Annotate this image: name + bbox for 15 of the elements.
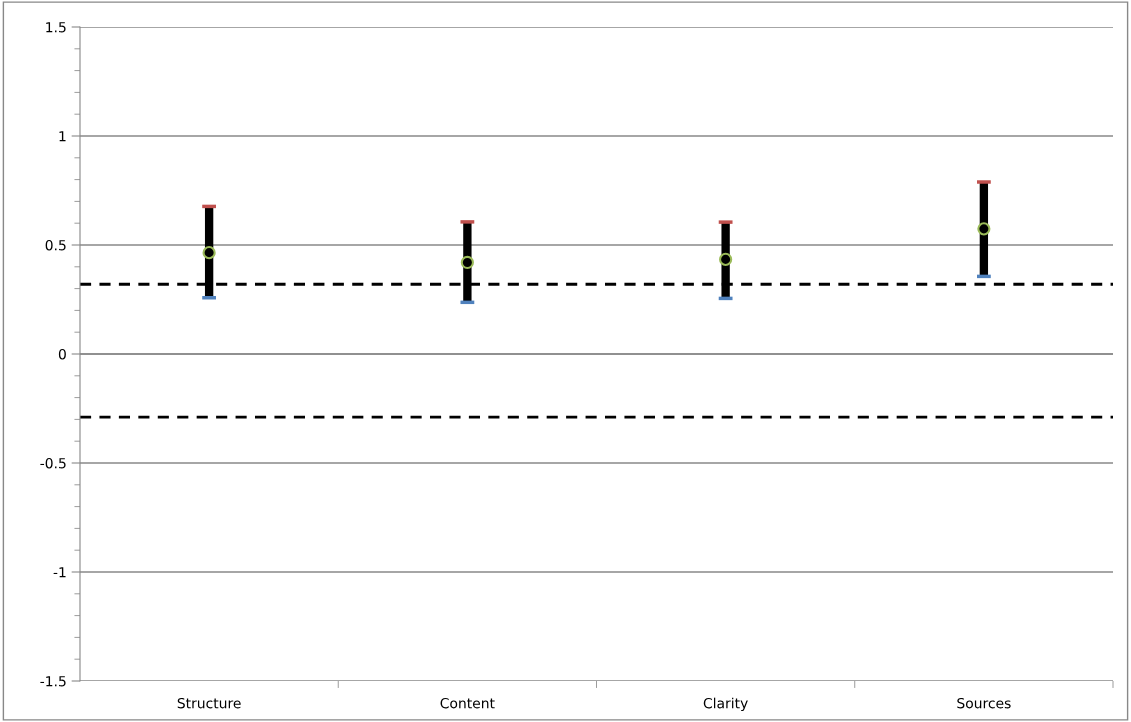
y-tick-label: -1.5 [40,676,66,687]
x-tick-label: Content [440,697,495,709]
x-tick-label: Clarity [703,697,748,712]
y-tick-label: 1 [59,131,66,142]
y-tick-label: 0.5 [45,239,66,251]
point [202,246,216,260]
x-tick-label: Structure [177,697,241,709]
y-tick-label: -0.5 [40,457,66,469]
y-tick-label: 1.5 [46,22,66,33]
point [977,222,991,236]
y-tick-label: 0 [58,348,66,360]
point [719,252,733,266]
point [460,255,474,270]
y-tick-label: -1 [53,567,66,578]
x-tick-label: Sources [957,697,1011,709]
